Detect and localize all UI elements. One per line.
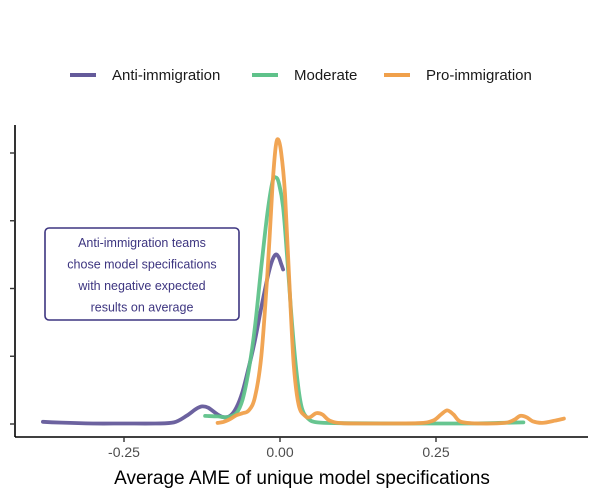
series-line-moderate: [203, 175, 526, 426]
y-ticks: [10, 152, 15, 425]
legend: Anti-immigration Moderate Pro-immigration: [70, 67, 532, 84]
annotation-box: Anti-immigration teams chose model specif…: [44, 227, 240, 321]
axes: [14, 125, 588, 438]
annotation-border: [44, 227, 240, 321]
legend-item-anti-immigration: Anti-immigration: [70, 67, 220, 84]
x-tick-label: -0.25: [108, 444, 140, 460]
x-axis-title: Average AME of unique model specificatio…: [114, 468, 490, 489]
annotation-line: with negative expected: [77, 279, 205, 293]
legend-label: Pro-immigration: [426, 67, 532, 84]
x-tick-label: 0.25: [422, 444, 449, 460]
legend-label: Moderate: [294, 67, 357, 84]
legend-label: Anti-immigration: [112, 67, 220, 84]
legend-item-moderate: Moderate: [252, 67, 357, 84]
annotation-line: results on average: [91, 301, 194, 315]
legend-item-pro-immigration: Pro-immigration: [384, 67, 532, 84]
annotation-line: Anti-immigration teams: [78, 236, 206, 250]
x-tick-label: 0.00: [266, 444, 293, 460]
annotation-line: chose model specifications: [67, 258, 216, 272]
x-ticks: -0.25 0.00 0.25: [108, 437, 450, 460]
series-line-pro-immigration: [215, 137, 566, 426]
density-curves: [41, 137, 566, 426]
